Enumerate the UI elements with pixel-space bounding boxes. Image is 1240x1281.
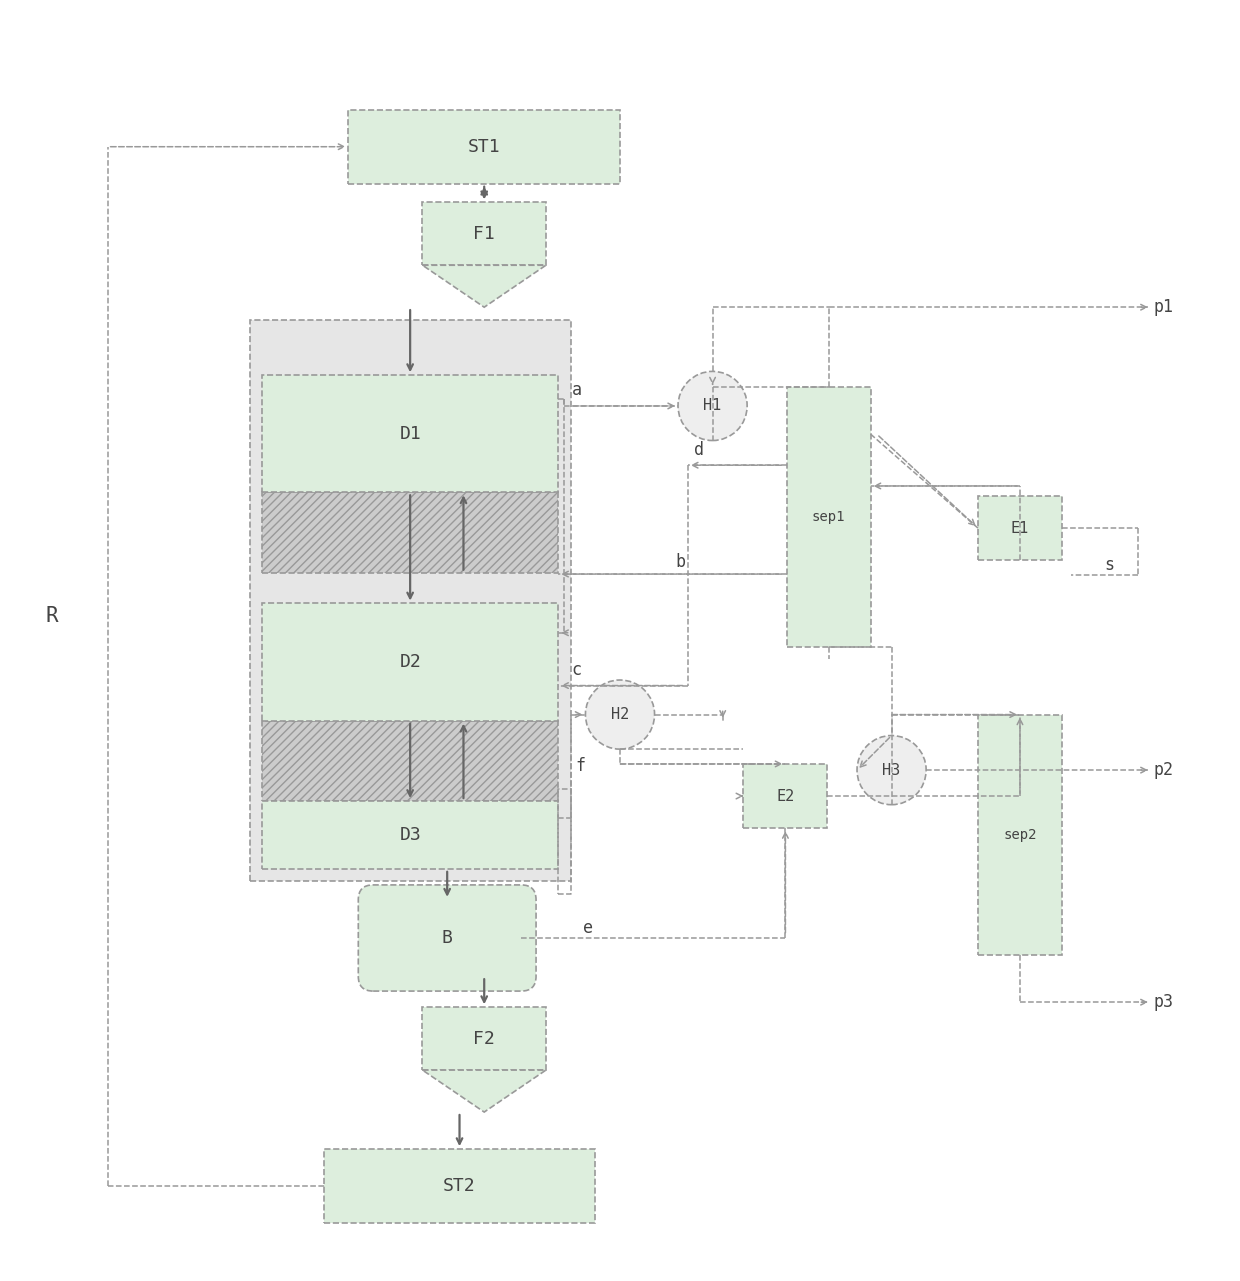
FancyBboxPatch shape xyxy=(249,319,570,881)
Polygon shape xyxy=(423,265,546,307)
FancyBboxPatch shape xyxy=(262,603,558,721)
Circle shape xyxy=(678,371,748,441)
Circle shape xyxy=(585,680,655,749)
Text: a: a xyxy=(572,380,582,398)
FancyBboxPatch shape xyxy=(978,715,1061,956)
Text: E2: E2 xyxy=(776,789,795,803)
Circle shape xyxy=(857,735,926,804)
Text: R: R xyxy=(46,606,58,626)
Text: H3: H3 xyxy=(883,762,900,778)
Text: p1: p1 xyxy=(1153,298,1173,316)
FancyBboxPatch shape xyxy=(744,763,827,828)
Text: D3: D3 xyxy=(399,826,422,844)
FancyBboxPatch shape xyxy=(262,375,558,492)
Text: f: f xyxy=(575,757,585,775)
Text: sep2: sep2 xyxy=(1003,828,1037,842)
Text: B: B xyxy=(441,929,453,947)
FancyBboxPatch shape xyxy=(324,1149,595,1223)
Text: sep1: sep1 xyxy=(812,510,846,524)
Text: p2: p2 xyxy=(1153,761,1173,779)
FancyBboxPatch shape xyxy=(786,387,870,647)
FancyBboxPatch shape xyxy=(423,202,546,265)
FancyBboxPatch shape xyxy=(262,801,558,869)
Text: ST2: ST2 xyxy=(443,1177,476,1195)
Text: c: c xyxy=(572,661,582,679)
Text: e: e xyxy=(583,920,593,938)
Polygon shape xyxy=(423,1070,546,1112)
Text: ST1: ST1 xyxy=(467,138,501,156)
Text: F2: F2 xyxy=(474,1030,495,1048)
Text: H1: H1 xyxy=(703,398,722,414)
FancyBboxPatch shape xyxy=(423,1007,546,1070)
Text: D1: D1 xyxy=(399,425,422,443)
Text: d: d xyxy=(694,442,704,460)
Text: F1: F1 xyxy=(474,224,495,243)
Text: b: b xyxy=(676,552,686,571)
Text: E1: E1 xyxy=(1011,520,1029,535)
Text: p3: p3 xyxy=(1153,993,1173,1011)
Text: H2: H2 xyxy=(611,707,629,722)
Text: D2: D2 xyxy=(399,653,422,671)
FancyBboxPatch shape xyxy=(358,885,536,991)
FancyBboxPatch shape xyxy=(262,492,558,573)
FancyBboxPatch shape xyxy=(348,110,620,183)
Text: s: s xyxy=(1104,556,1114,574)
FancyBboxPatch shape xyxy=(262,721,558,801)
FancyBboxPatch shape xyxy=(978,496,1061,560)
